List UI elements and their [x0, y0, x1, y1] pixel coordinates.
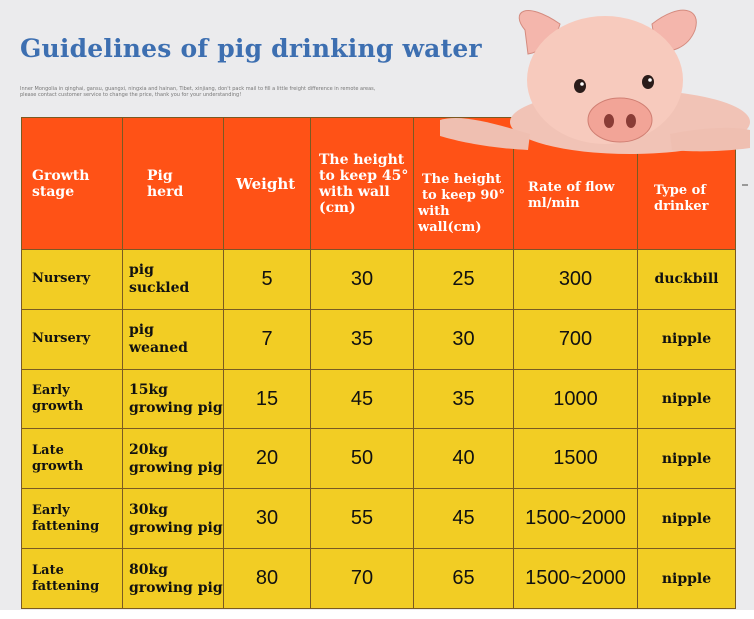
header-line: The height [319, 151, 405, 168]
cell-line: Early [32, 502, 70, 518]
column-header-growth-stage: Growth stage [21, 117, 123, 250]
header-line: Type of [654, 182, 706, 198]
cell-drinker-type: nipple [637, 368, 736, 430]
cell-h90: 30 [413, 308, 514, 370]
table-row: Late growth 20kg growing pig 20 50 40 1500 nippl… [21, 428, 736, 490]
cell-h90: 25 [413, 249, 514, 310]
header-line: Weight [236, 174, 296, 193]
cell-pig-herd: pig suckled [122, 249, 224, 310]
cell-line: growing pig [129, 519, 223, 536]
cell-h45: 35 [310, 308, 414, 370]
shipping-note: Inner Mongolia in qinghai, gansu, guangx… [20, 86, 400, 98]
cell-weight: 5 [223, 249, 311, 310]
cell-flow: 1500 [513, 428, 638, 490]
cell-drinker-type: nipple [637, 428, 736, 490]
header-line: ml/min [528, 195, 580, 211]
cell-line: 80kg [129, 561, 168, 578]
header-line: stage [32, 183, 75, 200]
cell-pig-herd: pig weaned [122, 308, 224, 370]
cell-growth-stage: Early growth [21, 368, 123, 430]
cell-pig-herd: 20kg growing pig [122, 428, 224, 490]
cell-line: fattening [32, 518, 100, 534]
cell-drinker-type: nipple [637, 548, 736, 609]
cell-h90: 40 [413, 428, 514, 490]
column-header-height-90: The height to keep 90° with wall(cm) [413, 117, 514, 250]
cell-h90: 35 [413, 368, 514, 430]
cell-growth-stage: Late growth [21, 428, 123, 490]
cell-line: Early [32, 383, 70, 399]
cell-line: growing pig [129, 400, 223, 417]
cell-line: growing pig [129, 579, 223, 596]
cell-h90: 45 [413, 488, 514, 550]
cell-pig-herd: 15kg growing pig [122, 368, 224, 430]
header-line: The height [422, 171, 502, 187]
cell-line: growth [32, 399, 84, 415]
cell-line: 30kg [129, 501, 168, 518]
cell-flow: 300 [513, 249, 638, 310]
shipping-note-line-2: please contact customer service to chang… [20, 92, 242, 98]
cell-pig-herd: 30kg growing pig [122, 488, 224, 550]
cell-line: growth [32, 458, 84, 474]
cell-growth-stage: Nursery [21, 308, 123, 370]
cell-line: weaned [129, 340, 188, 357]
cell-drinker-type: nipple [637, 308, 736, 370]
cell-line: Nursery [32, 331, 91, 347]
cell-growth-stage: Nursery [21, 249, 123, 310]
header-line: (cm) [319, 199, 356, 216]
cell-line: 15kg [129, 382, 168, 399]
cell-h45: 55 [310, 488, 414, 550]
cell-weight: 20 [223, 428, 311, 490]
cell-line: Late [32, 442, 64, 458]
cell-drinker-type: duckbill [637, 249, 736, 310]
table-row: Nursery pig weaned 7 35 30 700 nipple [21, 308, 736, 370]
cell-weight: 15 [223, 368, 311, 430]
cell-h45: 45 [310, 368, 414, 430]
cell-line: Nursery [32, 271, 91, 287]
cell-line: suckled [129, 280, 190, 297]
cell-h90: 65 [413, 548, 514, 609]
header-line: with wall(cm) [418, 203, 482, 235]
cell-line: growing pig [129, 459, 223, 476]
cell-pig-herd: 80kg growing pig [122, 548, 224, 609]
cell-line: fattening [32, 578, 100, 594]
cell-flow: 1500~2000 [513, 488, 638, 550]
header-line: drinker [654, 198, 709, 214]
table-row: Late fattening 80kg growing pig 80 70 65 1500~2… [21, 548, 736, 609]
column-header-height-45: The height to keep 45° with wall (cm) [310, 117, 414, 250]
piglet-illustration [440, 9, 750, 154]
header-line: herd [147, 183, 184, 200]
cell-growth-stage: Early fattening [21, 488, 123, 550]
cell-h45: 70 [310, 548, 414, 609]
drinking-water-table: Growth stage Pig herd Weight The height … [21, 117, 736, 609]
cell-weight: 7 [223, 308, 311, 370]
cell-line: 20kg [129, 441, 168, 458]
table-row: Early fattening 30kg growing pig 30 55 45 1500~… [21, 488, 736, 550]
column-header-pig-herd: Pig herd [122, 117, 224, 250]
header-line: Pig [147, 167, 173, 184]
cell-weight: 80 [223, 548, 311, 609]
stray-mark [742, 184, 748, 186]
cell-weight: 30 [223, 488, 311, 550]
header-line: Growth [32, 167, 90, 184]
cell-growth-stage: Late fattening [21, 548, 123, 609]
cell-h45: 50 [310, 428, 414, 490]
header-line: with wall [319, 183, 390, 200]
header-line: to keep 45° [319, 167, 409, 184]
header-line: Rate of flow [528, 179, 615, 195]
cell-h45: 30 [310, 249, 414, 310]
cell-flow: 700 [513, 308, 638, 370]
cell-line: pig [129, 322, 154, 339]
cell-line: Late [32, 562, 64, 578]
page-title: Guidelines of pig drinking water [20, 34, 482, 63]
column-header-weight: Weight [223, 117, 311, 250]
cell-line: pig [129, 262, 154, 279]
header-line: to keep 90° [422, 187, 505, 203]
cell-flow: 1000 [513, 368, 638, 430]
shipping-note-line-1: Inner Mongolia in qinghai, gansu, guangx… [20, 86, 376, 92]
table-row: Nursery pig suckled 5 30 25 300 duckbill [21, 249, 736, 310]
table-row: Early growth 15kg growing pig 15 45 35 1000 nipp… [21, 368, 736, 430]
cell-drinker-type: nipple [637, 488, 736, 550]
cell-flow: 1500~2000 [513, 548, 638, 609]
